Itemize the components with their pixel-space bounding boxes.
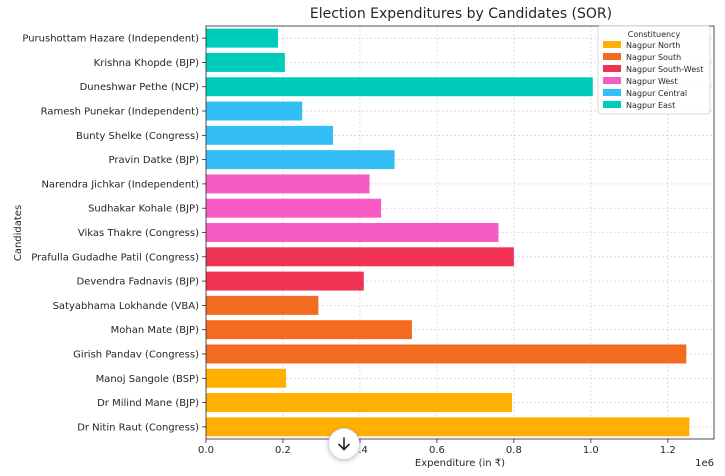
x-tick-label: 1.0 [583,445,599,456]
y-tick-label: Satyabhama Lokhande (VBA) [53,301,200,312]
y-tick-label: Bunty Shelke (Congress) [76,131,199,142]
x-tick-labels: 0.0 0.2 0.4 0.6 0.8 1.0 1.2 [198,439,676,456]
y-tick-label: Girish Pandav (Congress) [73,349,199,360]
x-tick-label: 0.4 [352,445,368,456]
y-tick-label: Devendra Fadnavis (BJP) [76,277,199,288]
y-tick-label: Mohan Mate (BJP) [111,325,199,336]
x-offset-label: 1e6 [695,458,714,469]
chart-title: Election Expenditures by Candidates (SOR… [310,6,612,22]
bar [206,77,593,97]
bar [206,344,687,364]
legend-swatch [603,77,621,84]
y-tick-label: Vikas Thakre (Congress) [78,228,199,239]
bar [206,125,333,145]
bar [206,101,303,121]
legend-label: Nagpur North [626,41,680,50]
arrow-down-icon [338,437,350,451]
bar [206,295,319,315]
y-tick-label: Ramesh Punekar (Independent) [41,107,199,118]
y-tick-label: Sudhakar Kohale (BJP) [88,204,199,215]
y-tick-label: Dr Nitin Raut (Congress) [77,422,199,433]
legend-label: Nagpur East [626,101,675,110]
bar [206,28,278,48]
y-tick-label: Purushottam Hazare (Independent) [22,34,199,45]
bar [206,247,514,267]
y-axis-label: Candidates [13,205,24,261]
x-tick-label: 0.0 [198,445,214,456]
bars [206,28,690,437]
bar [206,174,370,194]
y-tick-label: Krishna Khopde (BJP) [94,58,199,69]
y-tick-label: Duneshwar Pethe (NCP) [80,82,199,93]
y-tick-label: Pravin Datke (BJP) [109,155,200,166]
y-tick-labels: Dr Nitin Raut (Congress) Dr Milind Mane (… [22,34,206,433]
bar [206,150,395,170]
legend-entries: Nagpur North Nagpur South Nagpur South-Wes… [603,41,703,110]
bar [206,417,690,437]
x-tick-label: 0.2 [275,445,291,456]
bar [206,368,287,388]
bar [206,271,364,291]
y-tick-label: Narendra Jichkar (Independent) [41,179,199,190]
legend-swatch [603,101,621,108]
legend-swatch [603,41,621,48]
legend-label: Nagpur Central [626,89,687,98]
bar [206,52,285,72]
bar [206,320,412,340]
legend-swatch [603,53,621,60]
legend-title: Constituency [628,30,681,39]
y-tick-label: Manoj Sangole (BSP) [96,374,200,385]
bar [206,223,499,242]
x-axis-label: Expenditure (in ₹) [415,458,505,469]
legend-swatch [603,89,621,96]
legend-label: Nagpur West [626,77,678,86]
bar [206,198,382,218]
legend-swatch [603,65,621,72]
bar [206,393,512,413]
x-tick-label: 0.8 [506,445,522,456]
y-tick-label: Dr Milind Mane (BJP) [97,398,199,409]
scroll-down-button[interactable] [328,428,360,460]
legend-label: Nagpur South [626,53,681,62]
x-tick-label: 0.6 [429,445,445,456]
x-tick-label: 1.2 [660,445,676,456]
y-tick-label: Prafulla Gudadhe Patil (Congress) [31,252,199,263]
legend-label: Nagpur South-West [626,65,703,74]
legend-box [597,25,711,115]
